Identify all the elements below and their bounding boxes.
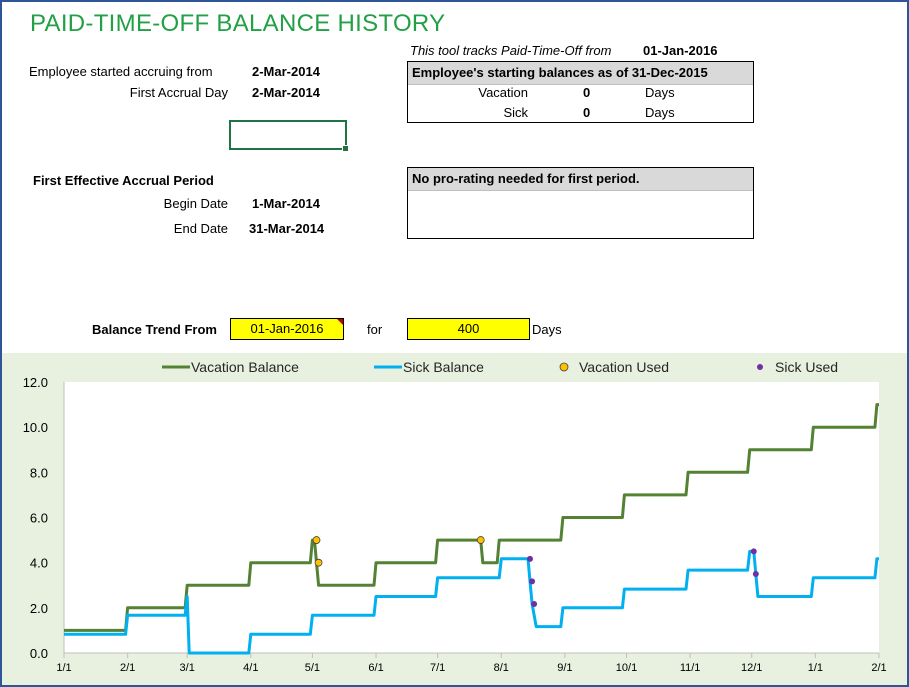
vacation-balance-unit: Days (645, 85, 675, 100)
x-tick-label: 11/1 (680, 662, 701, 674)
accrual-period-heading: First Effective Accrual Period (33, 173, 214, 188)
legend-label: Vacation Used (579, 359, 669, 375)
x-axis: 1/1 2/1 3/1 4/1 5/1 6/1 7/1 8/1 9/1 10/1 11/1 12/1 1… (56, 652, 887, 674)
vacation-used-point (312, 536, 321, 544)
x-tick-label: 12/1 (741, 662, 762, 674)
y-tick-label: 0.0 (30, 646, 48, 661)
first-accrual-label: First Accrual Day (129, 85, 228, 100)
sick-used-point (527, 555, 534, 562)
x-tick-label: 6/1 (368, 662, 383, 674)
starting-balances-box: Employee's starting balances as of 31-De… (407, 61, 754, 123)
trend-for-label: for (367, 322, 383, 337)
x-tick-label: 1/1 (808, 662, 823, 674)
sick-balance-value[interactable]: 0 (583, 105, 591, 120)
x-tick-label: 3/1 (180, 662, 195, 674)
chart-legend: Vacation Balance Sick Balance Vacation Use… (162, 359, 838, 375)
page-title: PAID-TIME-OFF BALANCE HISTORY (30, 10, 446, 37)
vacation-balance-value[interactable]: 0 (583, 85, 591, 100)
x-tick-label: 8/1 (494, 662, 509, 674)
trend-from-input[interactable]: 01-Jan-2016 (230, 318, 344, 340)
sick-balance-line (64, 549, 879, 655)
legend-vacation-used-marker (559, 362, 569, 372)
y-tick-label: 2.0 (30, 601, 48, 616)
trend-days-unit: Days (532, 322, 562, 337)
trend-from-value: 01-Jan-2016 (250, 321, 324, 336)
first-accrual-value[interactable]: 2-Mar-2014 (252, 85, 320, 100)
legend-label: Vacation Balance (191, 359, 299, 375)
vacation-used-point (314, 558, 323, 567)
begin-date-label: Begin Date (163, 196, 228, 211)
y-axis: 0.0 2.0 4.0 6.0 8.0 10.0 12.0 (23, 375, 65, 661)
prorating-message: No pro-rating needed for first period. (408, 168, 753, 191)
trend-label: Balance Trend From (92, 322, 217, 337)
y-tick-label: 12.0 (23, 375, 48, 390)
legend-label: Sick Used (775, 359, 838, 375)
sick-balance-unit: Days (645, 105, 675, 120)
y-tick-label: 4.0 (30, 556, 48, 571)
comment-indicator-icon[interactable] (337, 319, 343, 325)
x-tick-label: 9/1 (557, 662, 572, 674)
sick-balance-label: Sick (503, 105, 528, 120)
y-tick-label: 8.0 (30, 465, 48, 480)
vacation-used-point (476, 536, 485, 544)
x-tick-label: 2/1 (871, 662, 886, 674)
y-tick-label: 10.0 (23, 420, 48, 435)
legend-label: Sick Balance (403, 359, 484, 375)
x-tick-label: 2/1 (120, 662, 135, 674)
vacation-balance-label: Vacation (478, 85, 528, 100)
trend-days-value: 400 (457, 321, 480, 336)
x-tick-label: 4/1 (243, 662, 258, 674)
end-date-label: End Date (173, 221, 228, 236)
x-tick-label: 5/1 (305, 662, 320, 674)
x-tick-label: 10/1 (616, 662, 637, 674)
balance-chart-svg: Vacation Balance Sick Balance Vacation Use… (23, 359, 887, 674)
chart-series (64, 403, 879, 655)
starting-balances-header: Employee's starting balances as of 31-De… (408, 62, 753, 85)
trend-days-input[interactable]: 400 (407, 318, 530, 340)
x-tick-label: 7/1 (430, 662, 445, 674)
sick-used-point (752, 570, 759, 577)
begin-date-value[interactable]: 1-Mar-2014 (252, 196, 320, 211)
y-tick-label: 6.0 (30, 511, 48, 526)
legend-sick-used-marker (757, 364, 763, 370)
sick-used-point (531, 600, 538, 607)
tracks-date[interactable]: 01-Jan-2016 (643, 43, 718, 58)
balance-chart[interactable]: Vacation Balance Sick Balance Vacation Use… (2, 353, 907, 685)
sick-used-point (750, 548, 757, 555)
started-value[interactable]: 2-Mar-2014 (252, 64, 320, 79)
prorating-box: No pro-rating needed for first period. (407, 167, 754, 239)
sick-used-point (529, 578, 536, 585)
fill-handle[interactable] (342, 145, 349, 152)
end-date-value[interactable]: 31-Mar-2014 (249, 221, 325, 236)
started-label: Employee started accruing from (29, 64, 213, 79)
tracks-label: This tool tracks Paid-Time-Off from (410, 43, 612, 58)
x-tick-label: 1/1 (56, 662, 71, 674)
selected-cell[interactable] (229, 120, 349, 152)
plot-area (64, 382, 879, 653)
